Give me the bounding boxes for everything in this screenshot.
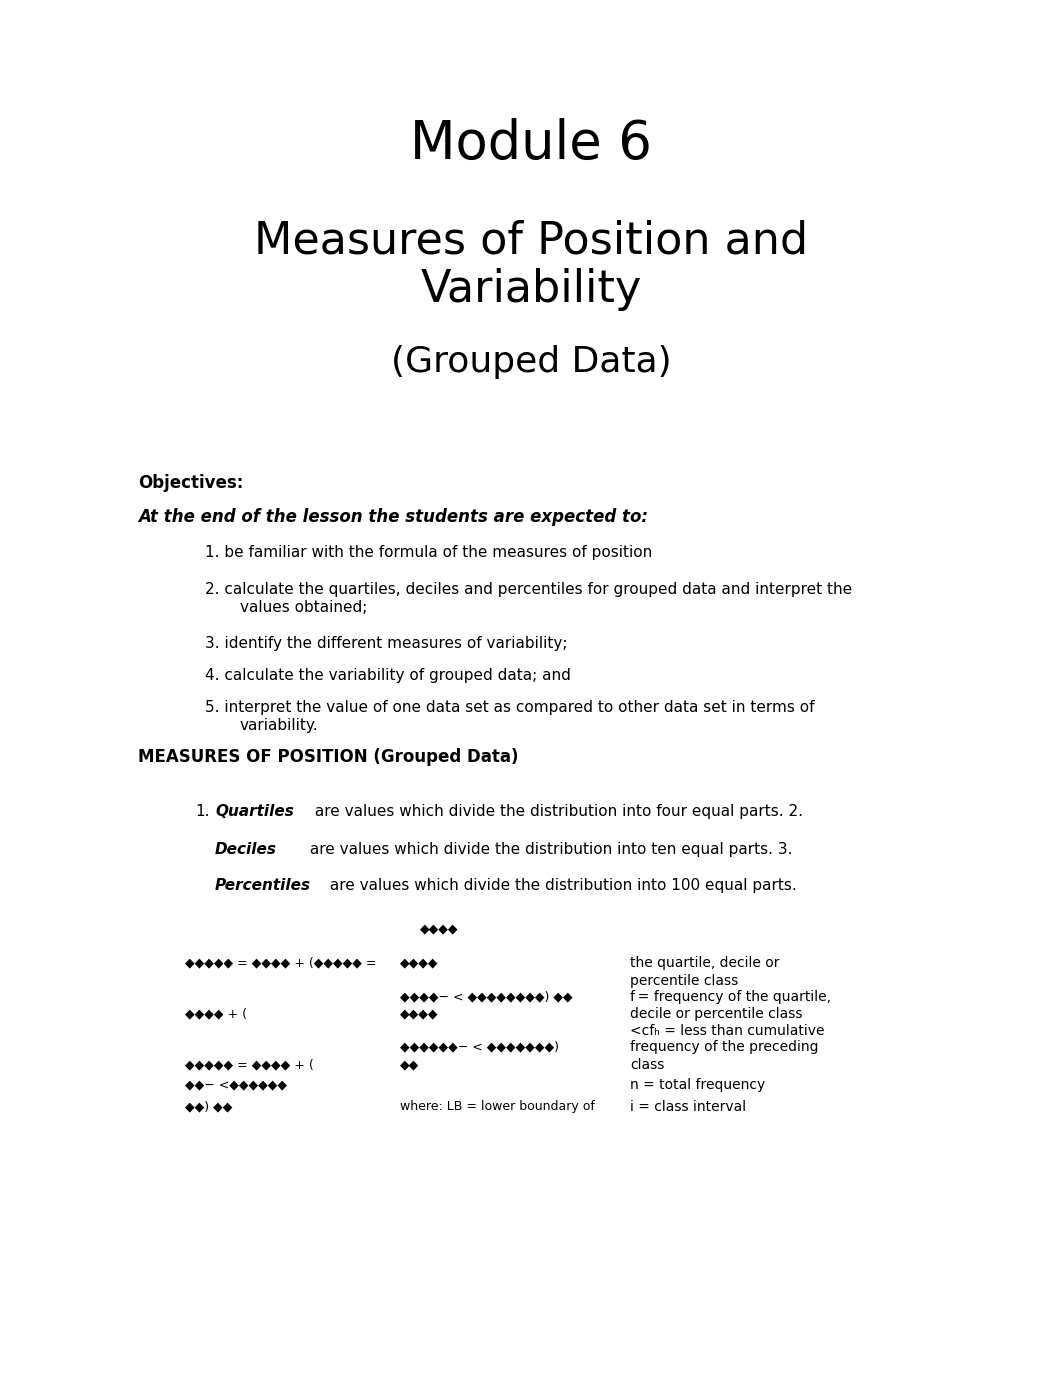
Text: ◆◆◆◆: ◆◆◆◆: [419, 923, 459, 935]
Text: 1. be familiar with the formula of the measures of position: 1. be familiar with the formula of the m…: [205, 545, 652, 560]
Text: are values which divide the distribution into ten equal parts. 3.: are values which divide the distribution…: [305, 841, 792, 856]
Text: ◆◆: ◆◆: [400, 1058, 419, 1071]
Text: ◆◆− <◆◆◆◆◆◆: ◆◆− <◆◆◆◆◆◆: [185, 1078, 287, 1091]
Text: values obtained;: values obtained;: [240, 600, 367, 616]
Text: are values which divide the distribution into four equal parts. 2.: are values which divide the distribution…: [310, 804, 803, 819]
Text: n = total frequency: n = total frequency: [630, 1078, 766, 1092]
Text: MEASURES OF POSITION (Grouped Data): MEASURES OF POSITION (Grouped Data): [138, 748, 518, 766]
Text: ◆◆) ◆◆: ◆◆) ◆◆: [185, 1100, 233, 1113]
Text: 4. calculate the variability of grouped data; and: 4. calculate the variability of grouped …: [205, 668, 571, 683]
Text: Quartiles: Quartiles: [215, 804, 294, 819]
Text: ◆◆◆◆◆ = ◆◆◆◆ + (◆◆◆◆◆ =: ◆◆◆◆◆ = ◆◆◆◆ + (◆◆◆◆◆ =: [185, 956, 377, 969]
Text: ◆◆◆◆− < ◆◆◆◆◆◆◆◆) ◆◆: ◆◆◆◆− < ◆◆◆◆◆◆◆◆) ◆◆: [400, 990, 572, 1002]
Text: decile or percentile class: decile or percentile class: [630, 1007, 803, 1020]
Text: percentile class: percentile class: [630, 974, 738, 989]
Text: 5. interpret the value of one data set as compared to other data set in terms of: 5. interpret the value of one data set a…: [205, 700, 815, 715]
Text: <cfₕ = less than cumulative: <cfₕ = less than cumulative: [630, 1024, 824, 1038]
Text: ◆◆◆◆: ◆◆◆◆: [400, 1007, 439, 1020]
Text: i = class interval: i = class interval: [630, 1100, 747, 1114]
Text: ◆◆◆◆: ◆◆◆◆: [400, 956, 439, 969]
Text: ◆◆◆◆◆◆− < ◆◆◆◆◆◆◆): ◆◆◆◆◆◆− < ◆◆◆◆◆◆◆): [400, 1040, 559, 1053]
Text: Variability: Variability: [421, 269, 641, 311]
Text: class: class: [630, 1058, 665, 1073]
Text: Deciles: Deciles: [215, 841, 277, 856]
Text: ◆◆◆◆ + (: ◆◆◆◆ + (: [185, 1007, 247, 1020]
Text: variability.: variability.: [240, 717, 319, 733]
Text: the quartile, decile or: the quartile, decile or: [630, 956, 780, 969]
Text: frequency of the preceding: frequency of the preceding: [630, 1040, 819, 1053]
Text: are values which divide the distribution into 100 equal parts.: are values which divide the distribution…: [325, 879, 796, 894]
Text: Percentiles: Percentiles: [215, 879, 311, 894]
Text: 1.: 1.: [195, 804, 209, 819]
Text: At the end of the lesson the students are expected to:: At the end of the lesson the students ar…: [138, 508, 648, 526]
Text: Objectives:: Objectives:: [138, 474, 243, 492]
Text: Module 6: Module 6: [410, 118, 652, 169]
Text: (Grouped Data): (Grouped Data): [391, 346, 671, 379]
Text: Measures of Position and: Measures of Position and: [254, 220, 808, 263]
Text: 3. identify the different measures of variability;: 3. identify the different measures of va…: [205, 636, 567, 651]
Text: ◆◆◆◆◆ = ◆◆◆◆ + (: ◆◆◆◆◆ = ◆◆◆◆ + (: [185, 1058, 313, 1071]
Text: where: LB = lower boundary of: where: LB = lower boundary of: [400, 1100, 595, 1113]
Text: 2. calculate the quartiles, deciles and percentiles for grouped data and interpr: 2. calculate the quartiles, deciles and …: [205, 582, 852, 598]
Text: f = frequency of the quartile,: f = frequency of the quartile,: [630, 990, 830, 1004]
